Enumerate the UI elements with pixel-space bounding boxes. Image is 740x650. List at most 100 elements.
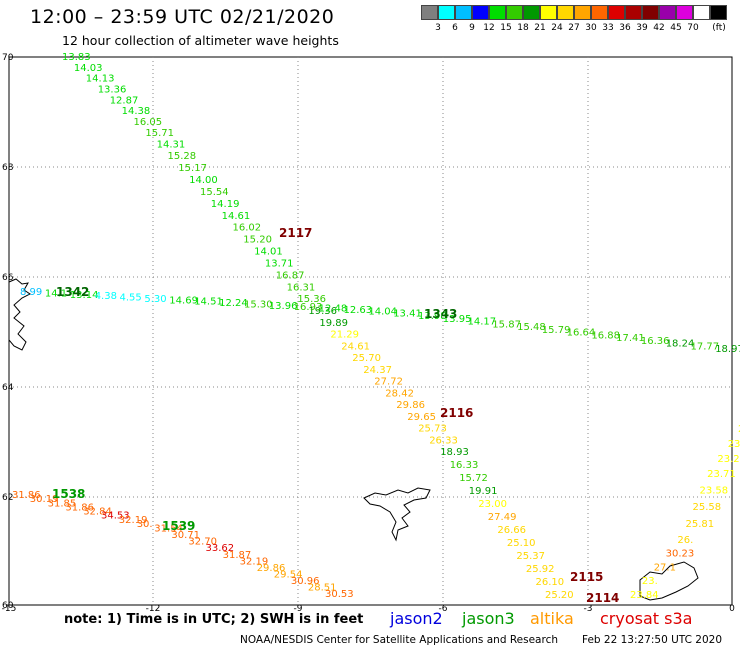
pass-time-label: 2116 <box>440 406 473 420</box>
wave-height-value: 13.41 <box>393 309 422 320</box>
scale-swatch <box>489 5 506 20</box>
wave-height-value: 32.70 <box>188 537 217 548</box>
scale-unit: (ft) <box>712 23 726 33</box>
map-subtitle: 12 hour collection of altimeter wave hei… <box>62 33 339 48</box>
scale-swatch <box>540 5 557 20</box>
scale-label: 30 <box>585 23 597 33</box>
credit-line: NOAA/NESDIS Center for Satellite Applica… <box>240 634 558 646</box>
wave-height-value: 16.88 <box>591 331 620 342</box>
scale-swatch <box>438 5 455 20</box>
wave-height-value: 15.54 <box>200 187 229 198</box>
wave-height-value: 15.72 <box>459 473 488 484</box>
wave-height-value: 14.17 <box>468 317 497 328</box>
lat-tick-label: 70 <box>2 53 14 63</box>
scale-label: 45 <box>670 23 682 33</box>
scale-swatch <box>455 5 472 20</box>
wave-height-value: 13.14 <box>70 290 99 301</box>
wave-height-value: 26.10 <box>536 577 565 588</box>
lon-tick-label: -12 <box>146 604 161 614</box>
wave-height-value: 23.84 <box>630 590 659 601</box>
wave-height-value: 14.31 <box>157 139 186 150</box>
wave-height-value: 15.28 <box>168 151 197 162</box>
scale-label: 27 <box>568 23 580 33</box>
scale-label: 36 <box>619 23 631 33</box>
wave-height-value: 27.72 <box>374 377 403 388</box>
wave-height-value: 15.79 <box>542 325 571 336</box>
wave-height-value: 15.17 <box>178 163 207 174</box>
wave-height-value: 31.86 <box>65 502 94 513</box>
wave-height-value: 12.63 <box>344 305 373 316</box>
lon-tick-label: -3 <box>584 604 593 614</box>
wave-height-value: 29.86 <box>257 563 286 574</box>
lon-tick-label: 0 <box>729 604 735 614</box>
lon-tick-label: -6 <box>439 604 448 614</box>
lat-tick-label: 66 <box>2 273 14 283</box>
wave-height-value: 34.53 <box>101 511 130 522</box>
wave-height-value: 29.54 <box>274 569 303 580</box>
wave-height-value: 16.64 <box>567 328 596 339</box>
wave-height-value: 12.87 <box>110 95 139 106</box>
wave-height-value: 15.71 <box>145 128 174 139</box>
wave-height-value: 24.37 <box>363 365 392 376</box>
pass-time-label: 1539 <box>162 519 195 533</box>
satellite-tracks: 13.8314.0314.1313.3612.8714.3816.0515.71… <box>12 52 740 605</box>
wave-height-value: 23. <box>642 576 658 587</box>
wave-height-value: 25.37 <box>516 551 545 562</box>
wave-height-value: 30.19 <box>30 494 59 505</box>
coastlines <box>8 278 699 601</box>
wave-height-value: 31.87 <box>223 550 252 561</box>
wave-height-value: 23.58 <box>700 485 729 496</box>
sat-jason3-label: jason3 <box>462 609 515 628</box>
wave-height-value: 30.71 <box>171 530 200 541</box>
wave-height-value: 30.96 <box>291 576 320 587</box>
lat-tick-label: 62 <box>2 493 13 503</box>
scale-label: 6 <box>452 23 458 33</box>
wave-height-value: 19.89 <box>319 318 348 329</box>
pass-time-label: 1342 <box>56 285 89 299</box>
wave-height-value: 29.86 <box>396 400 425 411</box>
wave-height-value: 16.93 <box>294 302 323 313</box>
scale-label: 21 <box>534 23 546 33</box>
pass-time-label: 2117 <box>279 226 312 240</box>
wave-height-value: 15.87 <box>492 320 521 331</box>
shetland-coast <box>639 561 699 601</box>
wave-height-value: 23.60 <box>728 439 740 450</box>
wave-height-value: 32.19 <box>240 556 269 567</box>
wave-height-value: 14.01 <box>254 247 283 258</box>
wave-height-value: 15.30 <box>244 299 273 310</box>
scale-label: 33 <box>602 23 614 33</box>
wave-height-value: 30.53 <box>325 589 354 600</box>
wave-height-value: 16.02 <box>233 223 262 234</box>
scale-label: 39 <box>636 23 648 33</box>
scale-label: 24 <box>551 23 563 33</box>
lat-tick-label: 68 <box>2 163 14 173</box>
wave-height-value: 32.84 <box>83 507 112 518</box>
wave-height-value: 13.83 <box>62 52 91 63</box>
wave-height-value: 25.70 <box>352 353 381 364</box>
scale-swatch <box>659 5 676 20</box>
scale-label: 3 <box>435 23 441 33</box>
pass-time-label: 1343 <box>424 307 457 321</box>
wave-height-value: 14.61 <box>222 211 251 222</box>
wave-height-value: 14.38 <box>122 106 151 117</box>
wave-height-value: 26. <box>677 535 693 546</box>
wave-height-value: 27.1 <box>654 563 676 574</box>
wave-height-value: 13.96 <box>269 301 298 312</box>
wave-height-value: 4.55 <box>120 293 142 304</box>
iceland-coast <box>8 278 31 351</box>
sat-altika-label: altika <box>530 609 574 628</box>
wave-height-value: 23.25 <box>717 454 740 465</box>
scale-swatch <box>574 5 591 20</box>
scale-label: 12 <box>483 23 495 33</box>
scale-swatch <box>557 5 574 20</box>
wave-height-value: 25.20 <box>545 590 574 601</box>
axis-ticks: 70 68 66 64 62 60-15 -12 -9 -6 -3 0 <box>2 53 735 614</box>
wave-height-value: 14.1 <box>45 288 67 299</box>
wave-height-value: 26.33 <box>429 436 458 447</box>
wave-height-value: 19.36 <box>308 306 337 317</box>
wave-height-value: 21.29 <box>330 330 359 341</box>
scale-label: 42 <box>653 23 665 33</box>
wave-height-value: 25.92 <box>526 564 555 575</box>
wave-height-value: 14.19 <box>211 199 240 210</box>
